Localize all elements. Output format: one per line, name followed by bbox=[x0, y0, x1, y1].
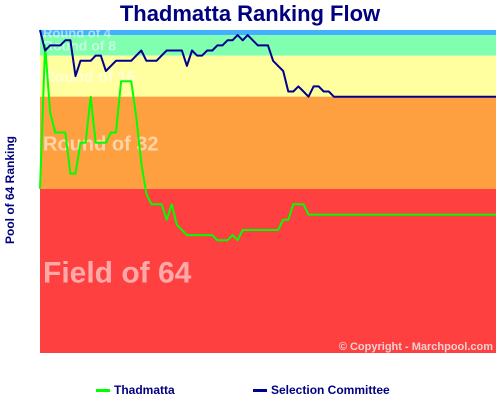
legend-item-thadmatta: Thadmatta bbox=[96, 383, 175, 397]
band-label-round-of-32: Round of 32 bbox=[43, 133, 159, 155]
band-label-field-of-64: Field of 64 bbox=[43, 256, 192, 289]
chart-title: Thadmatta Ranking Flow bbox=[119, 1, 381, 26]
legend-label-thadmatta: Thadmatta bbox=[114, 383, 175, 397]
band-field-of-64 bbox=[40, 188, 496, 353]
legend-swatch-thadmatta bbox=[96, 388, 110, 392]
legend-item-selection-committee: Selection Committee bbox=[253, 383, 390, 397]
band-label-round-of-4: Round of 4 bbox=[43, 26, 112, 41]
band-label-round-of-8: Round of 8 bbox=[43, 38, 116, 54]
series-line-thadmatta bbox=[39, 44, 496, 242]
legend-label-selection-committee: Selection Committee bbox=[271, 383, 390, 397]
band-round-of-16 bbox=[40, 55, 496, 97]
band-round-of-32 bbox=[40, 96, 496, 189]
series-line-selection-committee bbox=[39, 29, 496, 98]
band-round-of-4 bbox=[40, 30, 496, 36]
band-label-round-of-16: Round of 16 bbox=[43, 69, 136, 86]
copyright-text: © Copyright - Marchpool.com bbox=[339, 341, 493, 353]
legend-swatch-selection-committee bbox=[253, 388, 267, 392]
